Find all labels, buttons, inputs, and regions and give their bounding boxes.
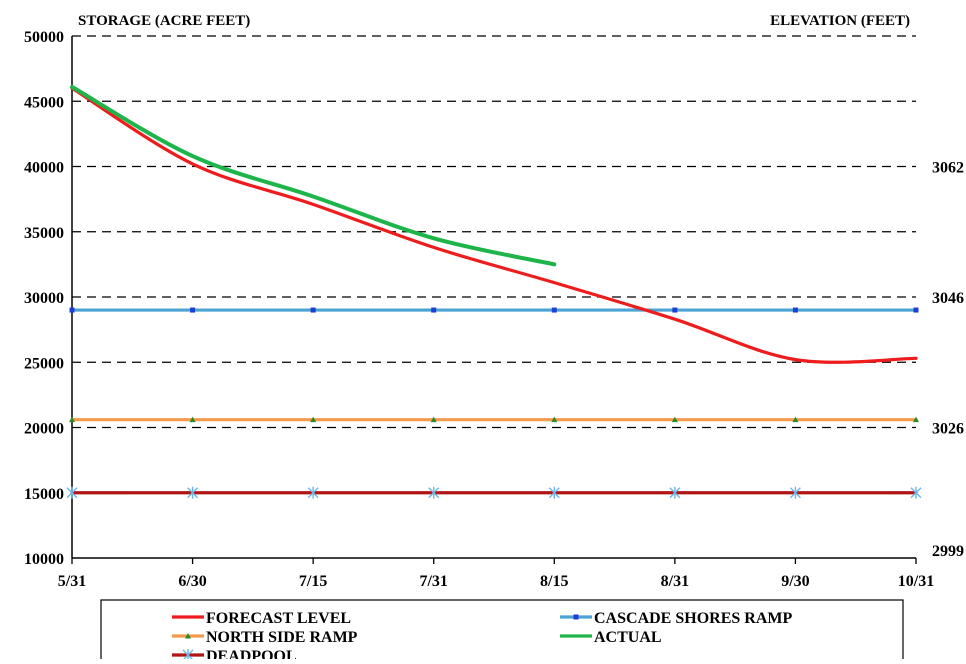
marker-cascade-shores-ramp	[310, 307, 316, 313]
y-tick-label: 15000	[24, 486, 64, 503]
marker-north-side-ramp	[671, 416, 678, 423]
legend-label-actual: ACTUAL	[594, 629, 662, 646]
y-tick-label: 20000	[24, 421, 64, 438]
marker-cascade-shores-ramp	[672, 307, 678, 313]
y-tick-label: 30000	[24, 290, 64, 307]
x-tick-label: 10/31	[898, 573, 934, 590]
marker-deadpool	[789, 486, 801, 499]
legend-label-deadpool: DEADPOOL	[206, 648, 297, 659]
legend-label-forecast-level: FORECAST LEVEL	[206, 610, 351, 627]
y-tick-label: 35000	[24, 225, 64, 242]
y-tick-label: 45000	[24, 94, 64, 111]
x-tick-label: 6/30	[178, 573, 206, 590]
series-markers	[66, 307, 922, 499]
right-tick-label: 3046	[932, 290, 964, 307]
y-tick-label: 10000	[24, 551, 64, 568]
marker-deadpool	[66, 486, 78, 499]
marker-north-side-ramp	[189, 416, 196, 423]
marker-cascade-shores-ramp	[69, 307, 75, 313]
marker-cascade-shores-ramp	[913, 307, 919, 313]
gridlines	[72, 35, 916, 494]
marker-deadpool	[307, 486, 319, 499]
series-line-forecast-level	[70, 86, 918, 364]
marker-north-side-ramp	[310, 416, 317, 423]
right-axis-title: ELEVATION (FEET)	[770, 13, 910, 29]
legend-marker-north-side-ramp	[185, 633, 191, 639]
left-axis-title: STORAGE (ACRE FEET)	[78, 13, 250, 29]
right-tick-label: 2999	[932, 543, 964, 560]
marker-north-side-ramp	[69, 416, 75, 423]
y-tick-label: 40000	[24, 160, 64, 177]
legend-label-cascade-shores-ramp: CASCADE SHORES RAMP	[594, 610, 792, 627]
series-lines	[70, 84, 918, 495]
legend-marker-cascade-shores-ramp	[573, 614, 579, 620]
x-tick-label: 7/15	[299, 573, 327, 590]
right-tick-label: 3026	[932, 421, 964, 438]
x-tick-label: 9/30	[781, 573, 809, 590]
x-tick-label: 8/15	[540, 573, 568, 590]
marker-cascade-shores-ramp	[551, 307, 557, 313]
marker-cascade-shores-ramp	[792, 307, 798, 313]
marker-deadpool	[910, 486, 922, 499]
marker-north-side-ramp	[430, 416, 437, 423]
x-tick-label: 5/31	[58, 573, 86, 590]
marker-deadpool	[669, 486, 681, 499]
y-tick-label: 50000	[24, 29, 64, 46]
marker-north-side-ramp	[551, 416, 558, 423]
marker-cascade-shores-ramp	[190, 307, 196, 313]
marker-deadpool	[548, 486, 560, 499]
y-tick-label: 25000	[24, 355, 64, 372]
marker-deadpool	[428, 486, 440, 499]
axis-labels: STORAGE (ACRE FEET) ELEVATION (FEET) 100…	[24, 13, 964, 590]
legend: FORECAST LEVEL CASCADE SHORES RAMP NORTH S…	[100, 599, 904, 664]
x-tick-label: 7/31	[419, 573, 447, 590]
marker-north-side-ramp	[792, 416, 799, 423]
legend-box	[100, 599, 904, 664]
right-tick-label: 3062	[932, 160, 964, 177]
series-line-actual	[70, 84, 557, 267]
marker-north-side-ramp	[913, 416, 919, 423]
marker-cascade-shores-ramp	[431, 307, 437, 313]
marker-deadpool	[187, 486, 199, 499]
axes	[71, 36, 917, 564]
x-tick-label: 8/31	[661, 573, 689, 590]
legend-label-north-side-ramp: NORTH SIDE RAMP	[206, 629, 358, 646]
